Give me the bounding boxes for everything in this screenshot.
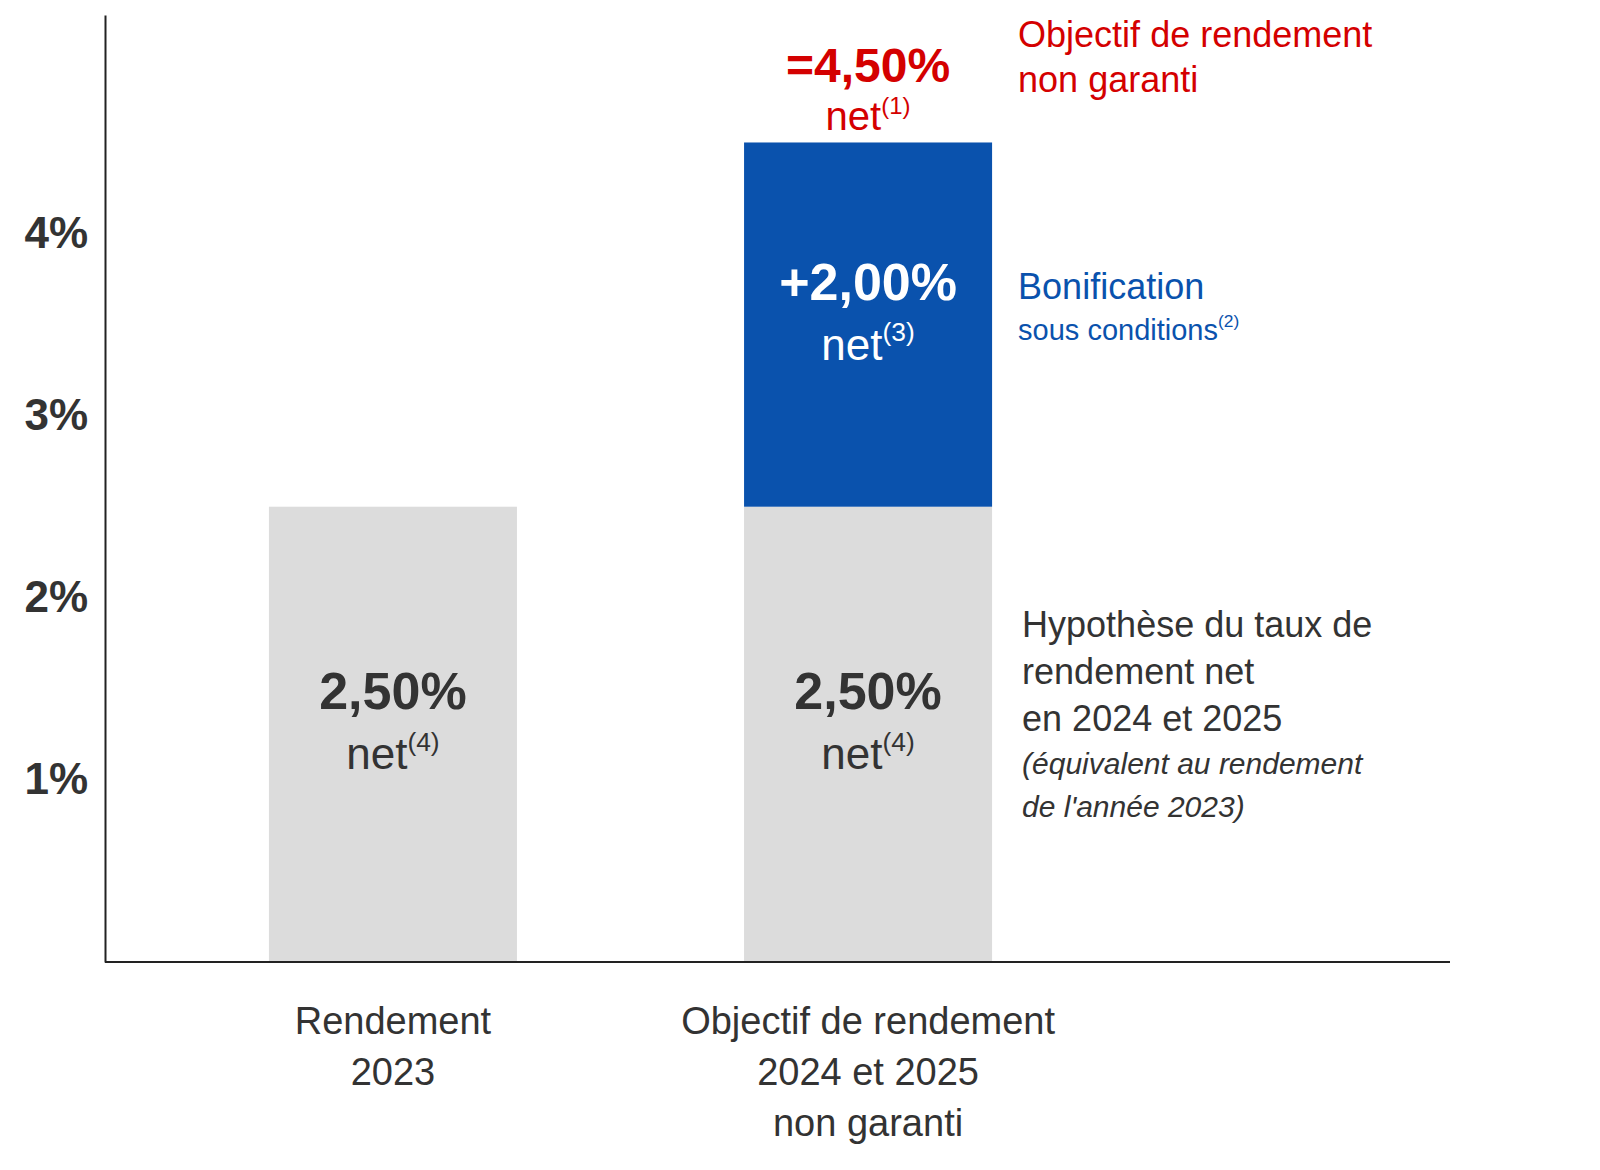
x-tick: Objectif de rendement 2024 et 2025 non gar…	[681, 962, 1055, 1144]
chart: 1% 2% 3% 4% Rendement 2023 Objectif de rendeme…	[0, 0, 1600, 1170]
label-note: (4)	[407, 727, 439, 757]
bars	[269, 142, 992, 962]
label-text: net(4)	[821, 727, 914, 778]
label-main: rendement net	[1022, 651, 1254, 692]
x-tick-label: Objectif de rendement 2024 et 2025 non gar…	[681, 1000, 1055, 1144]
label-main: (équivalent au rendement	[1022, 747, 1364, 780]
x-tick-label-line: non garanti	[773, 1102, 963, 1144]
label-note: (2)	[1218, 311, 1239, 331]
label-text: net(1)	[826, 92, 911, 139]
label-main: Hypothèse du taux de	[1022, 604, 1372, 645]
y-axis: 1% 2% 3% 4%	[24, 16, 105, 963]
y-tick: 2%	[24, 572, 105, 621]
y-axis-line	[105, 16, 107, 963]
x-tick: Rendement 2023	[295, 962, 492, 1093]
y-tick: 3%	[24, 390, 105, 439]
label-note: (4)	[883, 727, 915, 757]
label-main: de l'année 2023)	[1022, 790, 1245, 823]
label-main: net	[346, 729, 407, 778]
x-tick-label: Rendement 2023	[295, 1000, 492, 1093]
label-text: Bonification	[1018, 266, 1204, 307]
y-tick-label: 4%	[24, 208, 88, 257]
data-label: 2,50%	[319, 662, 466, 720]
label-main: net	[821, 729, 882, 778]
y-tick-label: 1%	[24, 754, 88, 803]
labels: 2,50%net(4)2,50%net(4)+2,00%net(3)Hypoth…	[319, 14, 1372, 823]
y-tick-label: 2%	[24, 572, 88, 621]
label-text: sous conditions(2)	[1018, 311, 1239, 345]
bar	[744, 142, 992, 506]
bar	[269, 507, 517, 962]
x-tick-label-line: Rendement	[295, 1000, 492, 1042]
label-note: (1)	[881, 92, 910, 119]
x-tick-label-line: Objectif de rendement	[681, 1000, 1055, 1042]
data-label: 2,50%	[794, 662, 941, 720]
label-text: en 2024 et 2025	[1022, 698, 1282, 739]
label-main: sous conditions	[1018, 314, 1218, 346]
label-text: Hypothèse du taux de	[1022, 604, 1372, 645]
label-text: de l'année 2023)	[1022, 790, 1245, 823]
y-tick-label: 3%	[24, 390, 88, 439]
label-note: (3)	[883, 317, 915, 347]
label-text: net(3)	[821, 317, 914, 368]
label-text: (équivalent au rendement	[1022, 747, 1364, 780]
y-tick: 4%	[24, 208, 105, 257]
label-main: Bonification	[1018, 266, 1204, 307]
x-axis-line	[105, 961, 1450, 963]
total-label: =4,50%	[786, 39, 950, 92]
label-main: en 2024 et 2025	[1022, 698, 1282, 739]
label-text: rendement net	[1022, 651, 1254, 692]
x-tick-label-line: 2023	[351, 1051, 436, 1093]
data-label: +2,00%	[779, 253, 957, 311]
x-tick-label-line: 2024 et 2025	[757, 1051, 979, 1093]
total-description: Objectif de rendement	[1018, 14, 1372, 55]
x-axis: Rendement 2023 Objectif de rendement 2024 e…	[105, 962, 1450, 1144]
label-main: net	[821, 320, 882, 369]
total-description: non garanti	[1018, 59, 1198, 100]
label-main: net	[826, 94, 882, 138]
label-text: net(4)	[346, 727, 439, 778]
bar	[744, 507, 992, 962]
y-tick: 1%	[24, 754, 105, 803]
